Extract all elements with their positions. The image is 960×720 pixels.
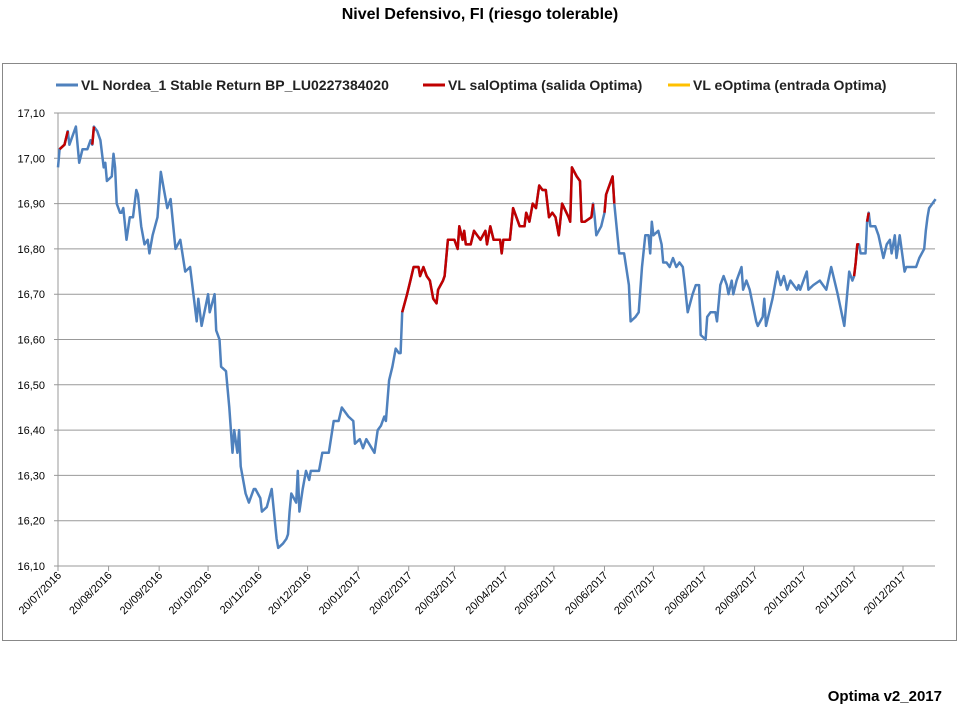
y-tick-label: 16,50: [17, 380, 45, 392]
series-line-saloptima: [865, 212, 870, 222]
x-tick-label: 20/10/2017: [762, 570, 809, 617]
y-tick-label: 16,60: [17, 335, 45, 347]
x-tick-label: 20/06/2017: [563, 570, 610, 617]
series-line-saloptima: [400, 166, 595, 313]
x-tick-label: 20/09/2016: [118, 570, 165, 617]
y-tick-label: 16,70: [17, 289, 45, 301]
x-tick-label: 20/08/2017: [663, 570, 710, 617]
series-lines: [56, 125, 937, 550]
footer-label: Optima v2_2017: [827, 688, 942, 705]
y-tick-label: 17,10: [17, 108, 45, 120]
legend-label-nordea: VL Nordea_1 Stable Return BP_LU022738402…: [81, 77, 389, 93]
x-axis: 20/07/2016 20/08/2016 20/09/2016 20/10/2016…: [17, 566, 909, 617]
series-line-saloptima: [91, 126, 96, 145]
x-tick-label: 20/12/2016: [266, 570, 313, 617]
x-tick-label: 20/11/2017: [813, 570, 860, 617]
y-tick-label: 16,30: [17, 470, 45, 482]
y-tick-label: 16,40: [17, 425, 45, 437]
x-tick-label: 20/02/2017: [367, 570, 414, 617]
series-line-saloptima: [852, 243, 859, 277]
series-line-saloptima: [58, 130, 70, 151]
legend-label-eoptima: VL eOptima (entrada Optima): [693, 77, 886, 93]
x-tick-label: 20/12/2017: [862, 570, 909, 617]
chart-area: [2, 63, 957, 641]
y-tick-label: 16,10: [17, 561, 45, 573]
y-tick-label: 16,20: [17, 516, 45, 528]
x-tick-label: 20/07/2016: [17, 570, 64, 617]
y-tick-label: 17,00: [17, 153, 45, 165]
legend-label-saloptima: VL salOptima (salida Optima): [448, 77, 642, 93]
x-tick-label: 20/11/2016: [218, 570, 265, 617]
x-tick-label: 20/07/2017: [612, 570, 659, 617]
x-tick-label: 20/04/2017: [464, 570, 511, 617]
chart-title: Nivel Defensivo, FI (riesgo tolerable): [341, 6, 619, 23]
series-line-saloptima: [603, 175, 616, 213]
x-tick-label: 20/10/2016: [167, 570, 214, 617]
x-tick-label: 20/03/2017: [413, 570, 460, 617]
x-tick-label: 20/01/2017: [317, 570, 364, 617]
y-axis: 16,10 16,20 16,30 16,40 16,50 16,60 16,70 16,80…: [17, 108, 45, 573]
y-tick-label: 16,80: [17, 244, 45, 256]
x-tick-label: 20/05/2017: [513, 570, 560, 617]
x-tick-label: 20/09/2017: [713, 570, 760, 617]
gridlines: [54, 112, 935, 567]
x-tick-label: 20/08/2016: [67, 570, 114, 617]
series-line-nordea: [56, 125, 937, 550]
y-tick-label: 16,90: [17, 199, 45, 211]
legend: VL Nordea_1 Stable Return BP_LU022738402…: [56, 77, 886, 93]
